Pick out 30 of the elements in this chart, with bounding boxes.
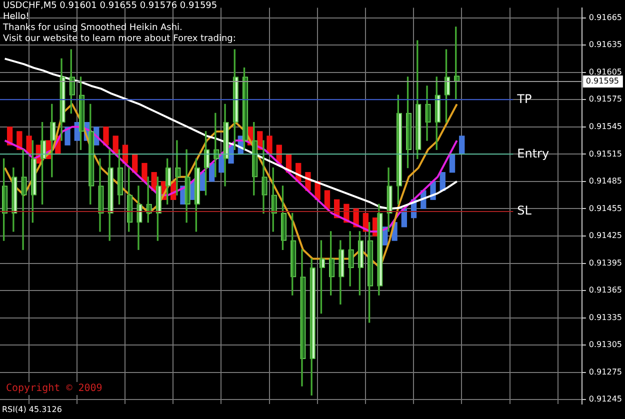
y-tick-label: 0.91335 [588,312,622,322]
y-tick-label: 0.91245 [588,394,622,404]
bar [142,162,148,182]
bar [324,190,330,210]
bar [459,136,465,155]
y-tick-label: 0.91275 [588,367,622,376]
y-tick-label: 0.91455 [588,204,622,213]
bar [103,126,109,146]
y-tick-label: 0.91305 [588,340,622,350]
y-tick-label: 0.91395 [588,258,622,268]
y-tick-label: 0.91635 [588,40,622,50]
y-tick-label: 0.91425 [588,231,622,240]
y-tick-label: 0.91545 [588,122,622,131]
annotation: Hello! [3,12,30,23]
annotation: Copyright © 2009 [4,382,104,395]
ref-line-label: SL [517,204,532,218]
bar [449,154,456,173]
ref-line-label: Entry [517,146,550,160]
chart-title: USDCHF,M5 0.91601 0.91655 0.91576 0.91595 [3,1,218,12]
y-tick-label: 0.91605 [588,67,622,76]
y-tick-label: 0.91665 [588,12,622,22]
annotation: Visit our website to learn more about Forex trading: [3,34,236,45]
y-tick-label: 0.91365 [588,286,622,295]
ref-line-label: 0.91595 [586,76,620,86]
y-tick-label: 0.91575 [588,94,622,104]
y-tick-label: 0.91515 [588,149,622,158]
text: RSI(4) 45.3126 [2,405,62,414]
annotation: Thanks for using Smoothed Heikin Ashi. [3,23,182,34]
y-tick-label: 0.91485 [588,176,622,186]
ref-line-label: TP [516,92,532,106]
